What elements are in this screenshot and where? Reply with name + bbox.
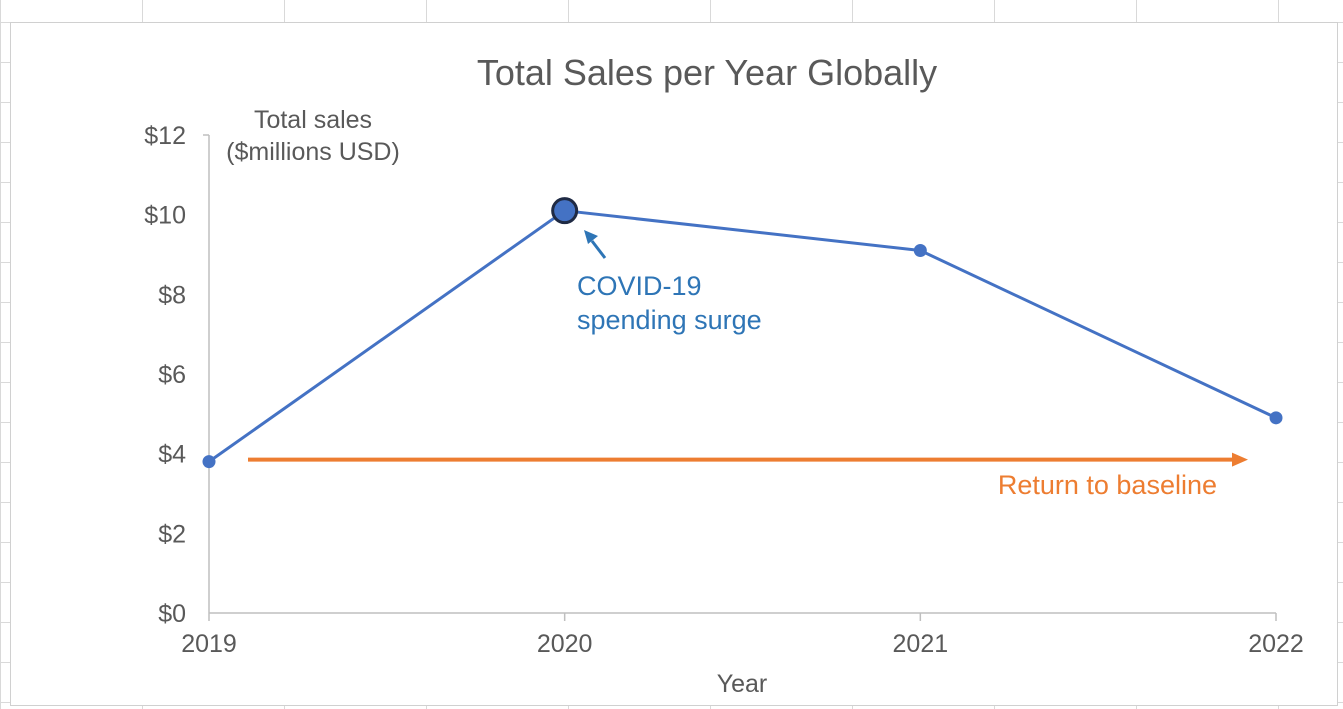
axes	[203, 134, 1276, 614]
baseline-arrow-head	[1232, 452, 1248, 467]
x-axis-title: Year	[717, 670, 768, 698]
y-tick-label: $10	[144, 202, 186, 230]
y-tick-label: $0	[158, 600, 186, 628]
y-tick-label: $8	[158, 281, 186, 309]
y-tick-label: $2	[158, 520, 186, 548]
covid-arrow	[584, 230, 607, 259]
y-tick-label: $4	[158, 441, 186, 469]
y-axis-title-line2: ($millions USD)	[226, 138, 400, 166]
y-tick-label: $12	[144, 122, 186, 150]
x-tick-label: 2021	[893, 630, 949, 658]
x-tick-label: 2022	[1248, 630, 1304, 658]
data-point	[913, 244, 927, 258]
series-line	[208, 209, 1277, 463]
data-point	[1269, 411, 1283, 425]
y-tick-label: $6	[158, 361, 186, 389]
y-axis-title-line1: Total sales	[254, 106, 372, 134]
chart-area[interactable]	[10, 22, 1338, 706]
covid-arrow-head	[584, 230, 598, 244]
y-axis-ticks: $0 $2 $4 $6 $8 $10 $12	[144, 122, 186, 628]
chart-title: Total Sales per Year Globally	[477, 52, 937, 93]
covid-arrow-shaft	[590, 240, 607, 259]
baseline-arrow	[248, 452, 1248, 467]
data-point	[202, 455, 216, 469]
baseline-annotation: Return to baseline	[998, 470, 1217, 500]
covid-annotation-line1: COVID-19	[577, 271, 702, 301]
series-sales	[202, 197, 1283, 469]
highlight-point	[551, 197, 579, 225]
x-tick-label: 2019	[181, 630, 237, 658]
x-axis-ticks: 2019 2020 2021 2022	[181, 613, 1304, 658]
x-tick-label: 2020	[537, 630, 593, 658]
covid-annotation-line2: spending surge	[577, 305, 762, 335]
